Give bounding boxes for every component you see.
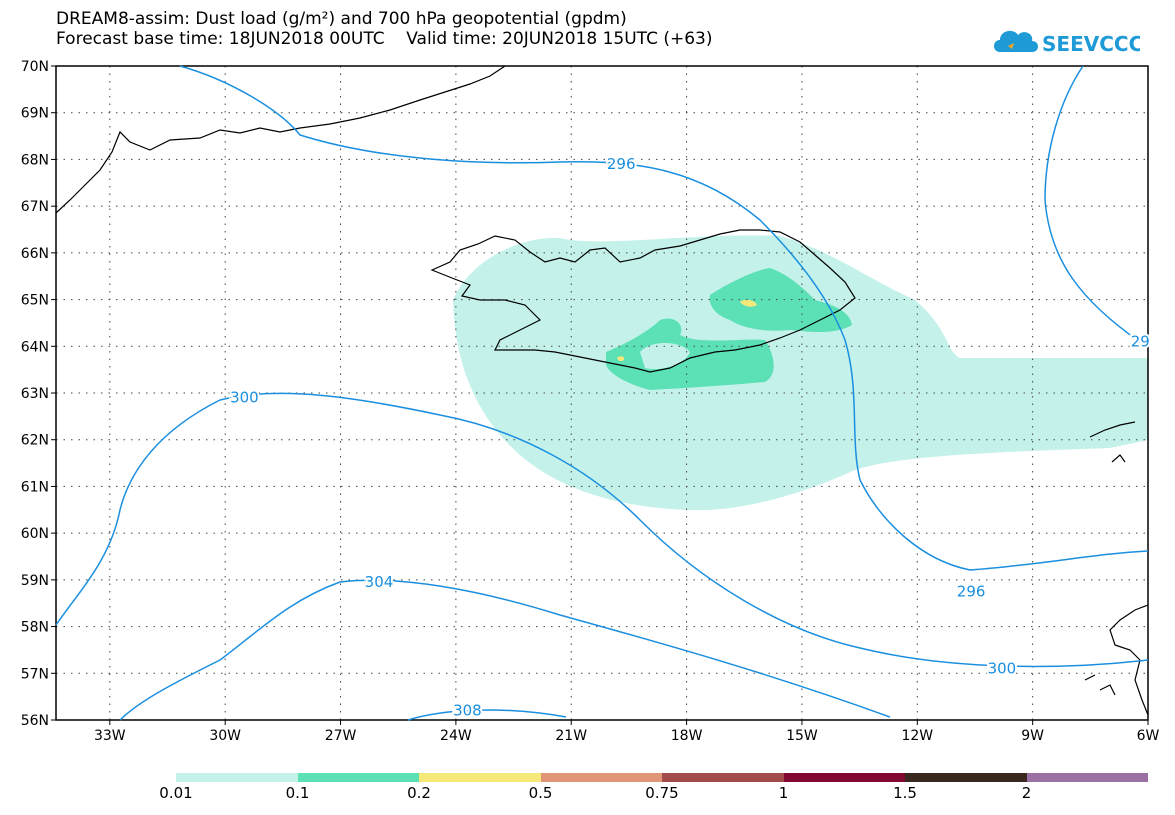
legend-swatch — [540, 773, 662, 782]
lon-label: 21W — [555, 728, 587, 744]
lat-label: 61N — [21, 479, 49, 495]
legend-swatch — [662, 773, 784, 782]
lat-label: 69N — [21, 106, 49, 122]
coastlines — [55, 65, 1149, 716]
lat-label: 68N — [21, 152, 49, 168]
scotland-coast — [1084, 604, 1149, 716]
contour-296-north — [179, 65, 1149, 571]
lon-label: 6W — [1137, 728, 1160, 744]
lat-label: 58N — [21, 620, 49, 636]
legend-label: 0.5 — [528, 784, 553, 802]
lat-label: 62N — [21, 433, 49, 449]
lat-label: 59N — [21, 573, 49, 589]
faroe-coast — [1089, 421, 1136, 463]
legend-swatch — [176, 773, 298, 782]
lon-label: 9W — [1021, 728, 1044, 744]
legend-label: 0.1 — [285, 784, 310, 802]
lat-label: 57N — [21, 666, 49, 682]
lon-label: 30W — [209, 728, 241, 744]
contour-label: 296 — [607, 155, 636, 173]
dust-hole — [640, 343, 690, 370]
lat-label: 65N — [21, 293, 49, 309]
contour-308 — [407, 709, 567, 721]
map-title: DREAM8-assim: Dust load (g/m²) and 700 h… — [56, 9, 627, 29]
contour-label: 300 — [230, 389, 259, 407]
color-legend — [176, 773, 1148, 782]
contour-label: 296 — [957, 583, 986, 601]
dust-area-mid-south — [606, 318, 774, 390]
iceland-coast — [430, 229, 856, 373]
legend-swatch — [905, 773, 1027, 782]
legend-label: 1.5 — [893, 784, 917, 802]
lon-label: 18W — [671, 728, 703, 744]
legend-swatch — [1026, 773, 1148, 782]
contour-labels: 296 300 304 308 296 300 29 — [228, 153, 1152, 722]
dust-area-low — [453, 235, 1148, 511]
legend-label: 1 — [778, 784, 789, 802]
contour-300 — [55, 392, 1149, 668]
lon-label: 12W — [901, 728, 933, 744]
legend-swatch — [297, 773, 419, 782]
dust-area-mid-east — [709, 268, 852, 333]
lat-label: 70N — [21, 59, 49, 75]
geopotential-contours — [55, 65, 1149, 721]
seevccc-logo: SEEVCCC — [994, 30, 1140, 56]
contour-label: 308 — [453, 702, 482, 720]
lat-label: 63N — [21, 386, 49, 402]
legend-label: 2 — [1021, 784, 1032, 802]
contour-304 — [119, 579, 891, 721]
dust-shading — [453, 235, 1148, 511]
dust-area-high-2 — [617, 356, 625, 362]
contour-label: 300 — [988, 660, 1017, 678]
legend-label: 0.01 — [159, 784, 193, 802]
dust-area-high-1 — [740, 299, 757, 307]
legend-swatch — [419, 773, 541, 782]
contour-label: 29 — [1131, 333, 1150, 351]
lon-label: 33W — [94, 728, 126, 744]
contour-296-east — [1044, 65, 1141, 343]
lat-label: 64N — [21, 339, 49, 355]
lat-label: 67N — [21, 199, 49, 215]
lat-label: 56N — [21, 713, 49, 729]
greenland-coast — [55, 65, 506, 214]
lat-label: 66N — [21, 246, 49, 262]
lon-label: 27W — [325, 728, 357, 744]
cloud-icon — [994, 30, 1038, 52]
lat-label: 60N — [21, 526, 49, 542]
lon-label: 15W — [786, 728, 818, 744]
graticule: 70N 69N 68N 67N 66N 65N 64N 63N 62N 61N 60N 59N 58N 5… — [21, 59, 1160, 744]
legend-label: 0.75 — [645, 784, 679, 802]
map-frame — [55, 65, 1149, 721]
logo-text: SEEVCCC — [1042, 32, 1140, 56]
map-subtitle: Forecast base time: 18JUN2018 00UTC Vali… — [56, 29, 713, 49]
legend-label: 0.2 — [407, 784, 431, 802]
contour-label: 304 — [365, 573, 394, 591]
lon-label: 24W — [440, 728, 472, 744]
legend-swatch — [783, 773, 905, 782]
